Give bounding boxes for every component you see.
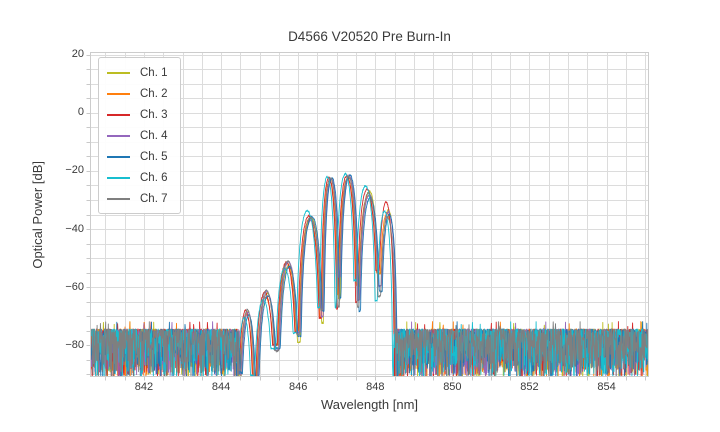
legend-label: Ch. 6 [140,171,168,184]
x-axis-label: Wavelength [nm] [320,397,419,412]
legend-item-ch-5: Ch. 5 [107,146,168,167]
x-tick-label-844: 844 [211,381,231,393]
y-tick-label-0: 0 [77,106,84,119]
y-axis-label: Optical Power [dB] [29,160,45,269]
legend-item-ch-7: Ch. 7 [107,188,168,209]
x-tick-label-854: 854 [597,381,616,393]
x-tick-label-848: 848 [366,381,385,393]
legend-label: Ch. 1 [140,66,168,79]
tick-marks [86,55,646,381]
y-tick-label--20: −20 [65,164,84,177]
series-line-ch-7 [90,175,649,377]
legend-swatch-ch-3 [107,113,130,116]
legend-label: Ch. 5 [140,150,168,163]
chart-title: D4566 V20520 Pre Burn-In [288,29,451,44]
series-lines [90,172,649,377]
x-tick-label-846: 846 [288,381,308,393]
legend-label: Ch. 7 [140,192,168,205]
y-axis-label-wrap: Optical Power [dB] [28,52,46,377]
x-tick-label-850: 850 [443,381,462,393]
legend-swatch-ch-1 [107,71,130,74]
legend-item-ch-3: Ch. 3 [107,104,168,125]
x-tick-label-842: 842 [134,381,154,393]
y-tick-label--40: −40 [65,222,84,235]
y-tick-label--60: −60 [65,280,84,293]
legend-item-ch-6: Ch. 6 [107,167,168,188]
legend-label: Ch. 3 [140,108,168,121]
plot-border [90,52,649,377]
legend-swatch-ch-4 [107,134,130,137]
y-tick-label-20: 20 [71,48,84,61]
legend-swatch-ch-7 [107,197,130,200]
legend-swatch-ch-6 [107,176,130,179]
legend-item-ch-2: Ch. 2 [107,83,168,104]
legend-item-ch-4: Ch. 4 [107,125,168,146]
y-tick-label--80: −80 [65,338,84,351]
legend-swatch-ch-2 [107,92,130,95]
legend-label: Ch. 4 [140,129,168,142]
legend: Ch. 1 Ch. 2 Ch. 3 Ch. 4 Ch. 5 Ch. 6 Ch. 7 [98,57,181,214]
legend-item-ch-1: Ch. 1 [107,62,168,83]
x-tick-label-852: 852 [520,381,539,393]
legend-swatch-ch-5 [107,155,130,158]
legend-label: Ch. 2 [140,87,168,100]
